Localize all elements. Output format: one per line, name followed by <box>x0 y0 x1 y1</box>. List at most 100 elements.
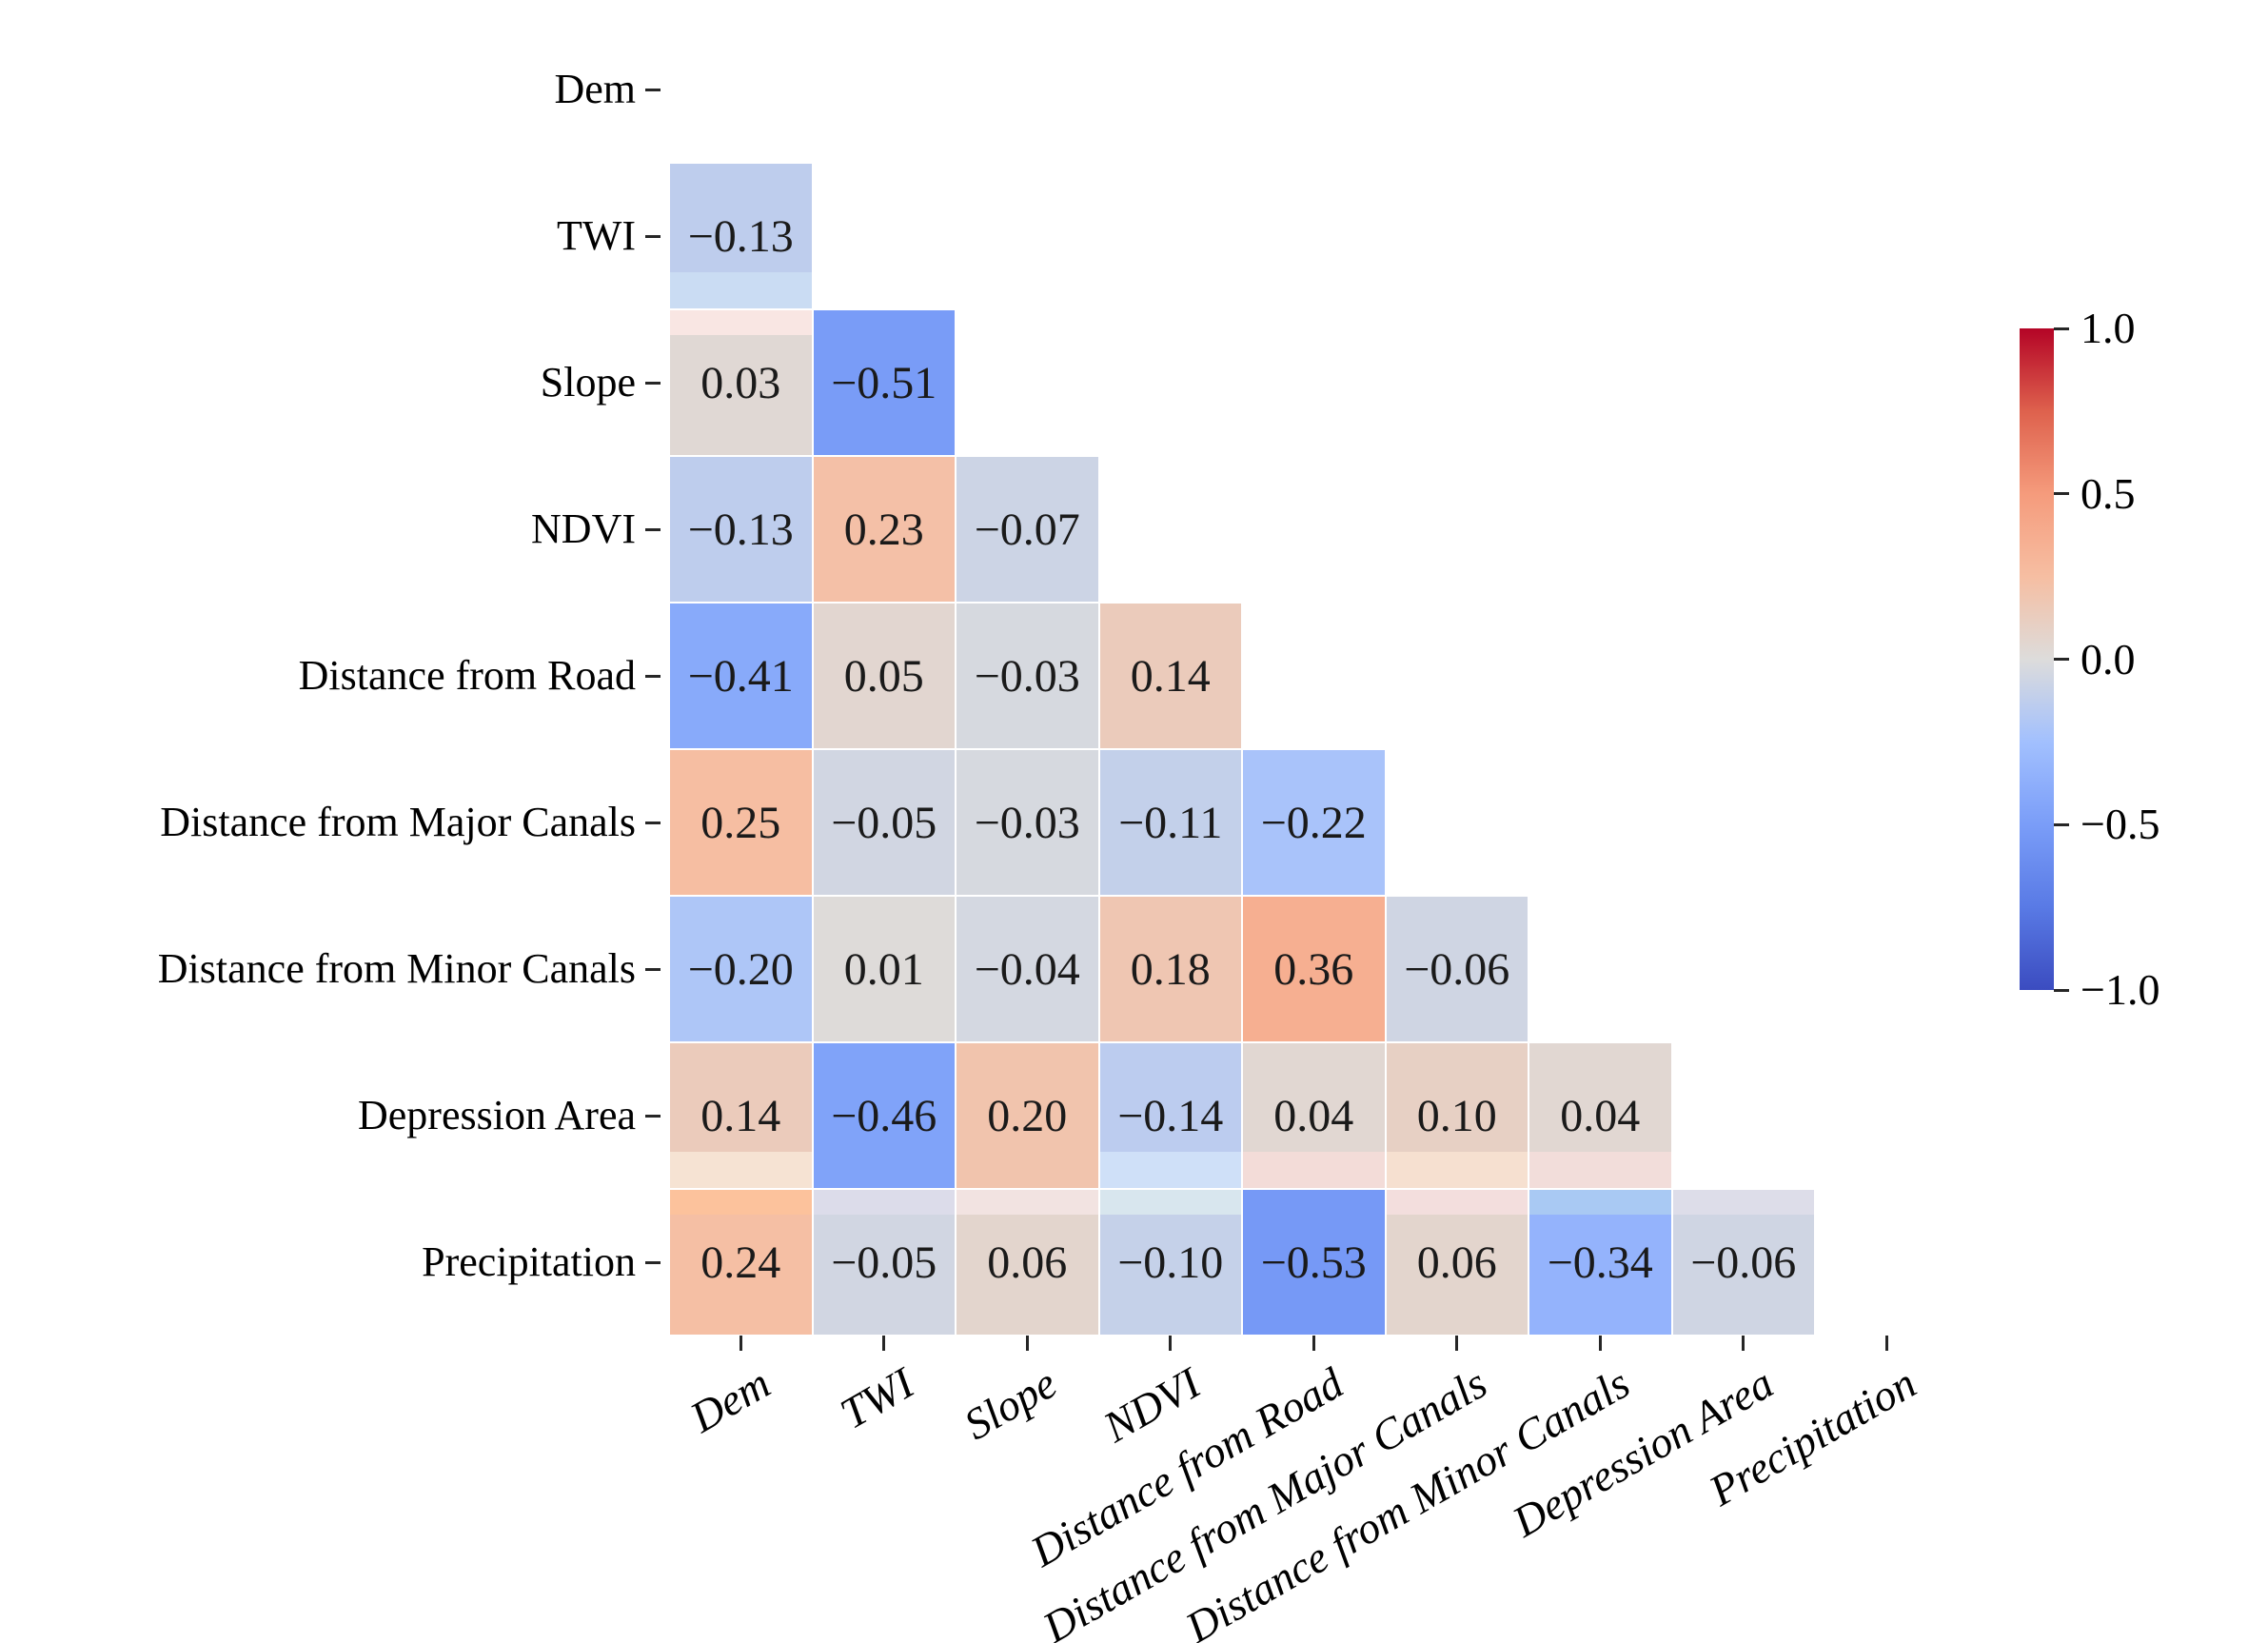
heatmap-cell: −0.06 <box>1386 897 1528 1041</box>
cell-artifact-band <box>670 1152 812 1188</box>
colorbar-tick-label: 1.0 <box>2081 304 2136 352</box>
x-tick-mark <box>739 1336 742 1351</box>
heatmap-cell: −0.20 <box>670 897 812 1041</box>
colorbar-tick-mark <box>2054 327 2069 330</box>
cell-value: 0.01 <box>843 943 924 995</box>
colorbar-tick-mark <box>2054 658 2069 661</box>
y-tick-mark <box>645 381 661 385</box>
heatmap-cell: −0.03 <box>957 604 1098 748</box>
y-tick-mark <box>645 1114 661 1118</box>
heatmap-cell: 0.10 <box>1386 1043 1528 1188</box>
y-tick-mark <box>645 674 661 678</box>
cell-value: −0.34 <box>1547 1237 1653 1288</box>
colorbar-tick-label: 0.5 <box>2081 468 2136 518</box>
heatmap-cell: −0.46 <box>813 1043 955 1188</box>
y-axis-label: Distance from Road <box>298 652 636 699</box>
heatmap-cell: 0.03 <box>670 310 812 455</box>
heatmap-cell: −0.22 <box>1243 750 1385 895</box>
x-tick-mark <box>1169 1336 1173 1351</box>
cell-value: −0.13 <box>687 210 794 262</box>
cell-value: −0.13 <box>687 504 794 555</box>
heatmap-cell: −0.51 <box>813 310 955 455</box>
heatmap-cell: −0.41 <box>670 604 812 748</box>
cell-value: 0.14 <box>1130 650 1211 702</box>
x-tick-mark <box>882 1336 886 1351</box>
heatmap-cell: 0.20 <box>957 1043 1098 1188</box>
cell-artifact-band <box>670 1190 812 1215</box>
cell-value: −0.07 <box>974 504 1080 555</box>
x-tick-mark <box>1742 1336 1745 1351</box>
cell-value: −0.10 <box>1117 1237 1224 1288</box>
heatmap-cell: 0.06 <box>957 1190 1098 1335</box>
colorbar-tick-mark <box>2054 492 2069 496</box>
heatmap-cell: −0.10 <box>1099 1190 1241 1335</box>
cell-artifact-band <box>1386 1152 1528 1188</box>
cell-artifact-band <box>1243 1152 1385 1188</box>
heatmap-cell: −0.13 <box>670 457 812 602</box>
cell-value: 0.18 <box>1130 943 1211 995</box>
x-tick-mark <box>1455 1336 1459 1351</box>
y-axis-label: Precipitation <box>422 1238 636 1285</box>
heatmap-cell: 0.14 <box>670 1043 812 1188</box>
cell-value: 0.06 <box>1416 1237 1497 1288</box>
cell-artifact-band <box>1529 1152 1671 1188</box>
heatmap-cell: −0.07 <box>957 457 1098 602</box>
x-tick-mark <box>1884 1336 1888 1351</box>
y-axis-label: Slope <box>540 359 636 406</box>
cell-value: −0.14 <box>1117 1090 1224 1141</box>
y-axis-label: Dem <box>554 66 636 112</box>
x-axis-label: Dem <box>682 1358 779 1442</box>
heatmap-cell: −0.04 <box>957 897 1098 1041</box>
y-axis-label: Depression Area <box>357 1092 636 1138</box>
heatmap-cell: −0.11 <box>1099 750 1241 895</box>
heatmap-cell: −0.14 <box>1099 1043 1241 1188</box>
colorbar-gradient <box>2020 328 2054 990</box>
heatmap-cell: 0.24 <box>670 1190 812 1335</box>
cell-artifact-band <box>670 310 812 335</box>
cell-artifact-band <box>1529 1190 1671 1215</box>
colorbar-tick-mark <box>2054 988 2069 992</box>
y-tick-mark <box>645 1260 661 1264</box>
cell-value: 0.14 <box>700 1090 781 1141</box>
cell-artifact-band <box>1672 1190 1814 1215</box>
cell-value: 0.24 <box>700 1237 781 1288</box>
cell-value: 0.25 <box>700 797 781 848</box>
heatmap-cell: 0.14 <box>1099 604 1241 748</box>
heatmap-cell: 0.23 <box>813 457 955 602</box>
cell-value: −0.05 <box>831 797 937 848</box>
y-axis-label: TWI <box>556 212 636 259</box>
cell-artifact-band <box>813 1190 955 1215</box>
cell-value: −0.51 <box>831 357 937 408</box>
cell-value: 0.20 <box>987 1090 1068 1141</box>
heatmap-cell: −0.34 <box>1529 1190 1671 1335</box>
x-tick-mark <box>1025 1336 1029 1351</box>
y-axis-label: Distance from Major Canals <box>160 799 636 845</box>
cell-value: 0.05 <box>843 650 924 702</box>
y-tick-mark <box>645 88 661 91</box>
y-tick-mark <box>645 527 661 531</box>
y-tick-mark <box>645 967 661 971</box>
x-tick-mark <box>1598 1336 1602 1351</box>
cell-value: −0.06 <box>1404 943 1510 995</box>
heatmap-cell: 0.05 <box>813 604 955 748</box>
cell-value: 0.36 <box>1273 943 1354 995</box>
cell-value: 0.10 <box>1416 1090 1497 1141</box>
cell-value: −0.03 <box>974 797 1080 848</box>
y-axis-label: NDVI <box>531 505 636 552</box>
cell-value: 0.23 <box>843 504 924 555</box>
colorbar-tick-label: −1.0 <box>2081 965 2160 1014</box>
cell-value: 0.04 <box>1273 1090 1354 1141</box>
heatmap-cell: 0.25 <box>670 750 812 895</box>
heatmap-cell: 0.18 <box>1099 897 1241 1041</box>
y-tick-mark <box>645 234 661 238</box>
heatmap-cell: 0.04 <box>1243 1043 1385 1188</box>
colorbar-tick-mark <box>2054 822 2069 826</box>
cell-value: −0.20 <box>687 943 794 995</box>
heatmap-cell: 0.04 <box>1529 1043 1671 1188</box>
cell-value: −0.05 <box>831 1237 937 1288</box>
cell-value: 0.04 <box>1560 1090 1641 1141</box>
y-axis-label: Distance from Minor Canals <box>157 945 636 992</box>
heatmap-cell: −0.05 <box>813 750 955 895</box>
cell-value: −0.04 <box>974 943 1080 995</box>
